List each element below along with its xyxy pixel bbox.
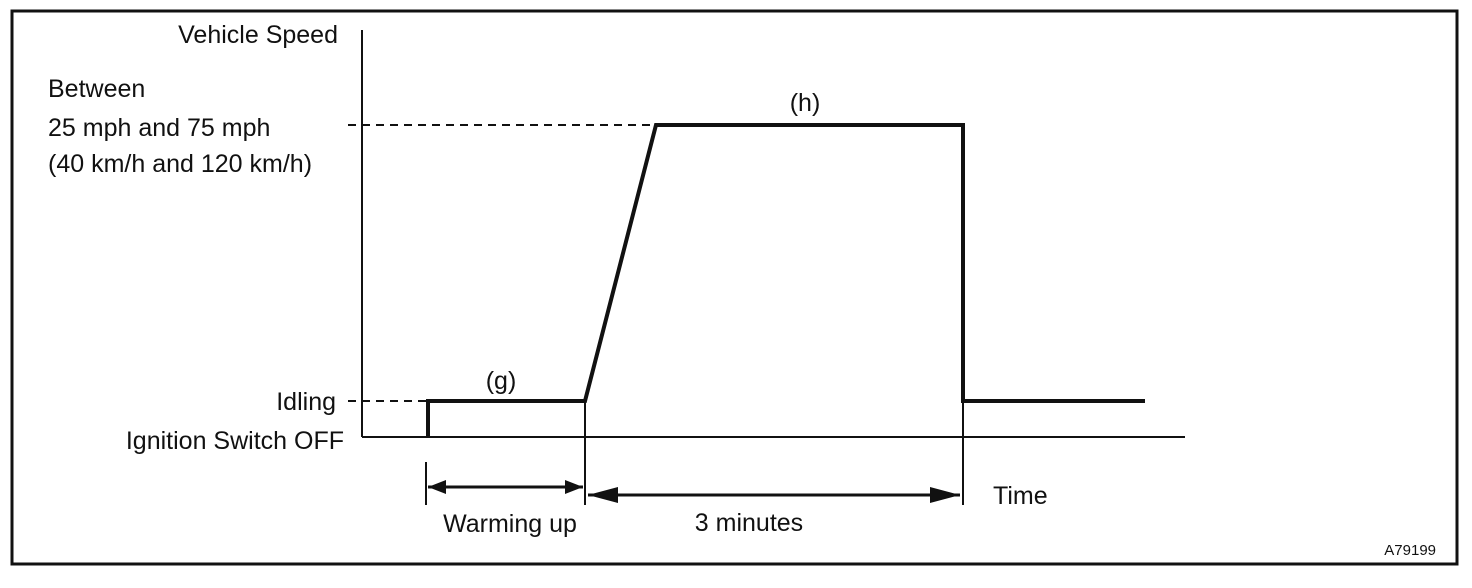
warming-up-label: Warming up: [443, 510, 577, 538]
three-minutes-arrowhead-right: [930, 487, 960, 503]
warming-up-arrowhead-right: [565, 480, 583, 494]
warming-up-arrowhead-left: [428, 480, 446, 494]
duration-label: 3 minutes: [695, 509, 803, 537]
step-h-label: (h): [790, 89, 821, 117]
ignition-off-label: Ignition Switch OFF: [126, 427, 344, 455]
figure-frame: [10, 9, 1459, 566]
speed-range-line2: 25 mph and 75 mph: [48, 114, 270, 142]
speed-trace: [426, 123, 1145, 437]
three-minutes-arrowhead-left: [588, 487, 618, 503]
speed-range-line3: (40 km/h and 120 km/h): [48, 150, 312, 178]
step-g-label: (g): [486, 367, 517, 395]
idling-label: Idling: [276, 388, 336, 416]
speed-range-line1: Between: [48, 75, 145, 103]
y-axis-title: Vehicle Speed: [178, 21, 338, 49]
figure-id: A79199: [1384, 542, 1436, 559]
x-axis-title: Time: [993, 482, 1048, 510]
